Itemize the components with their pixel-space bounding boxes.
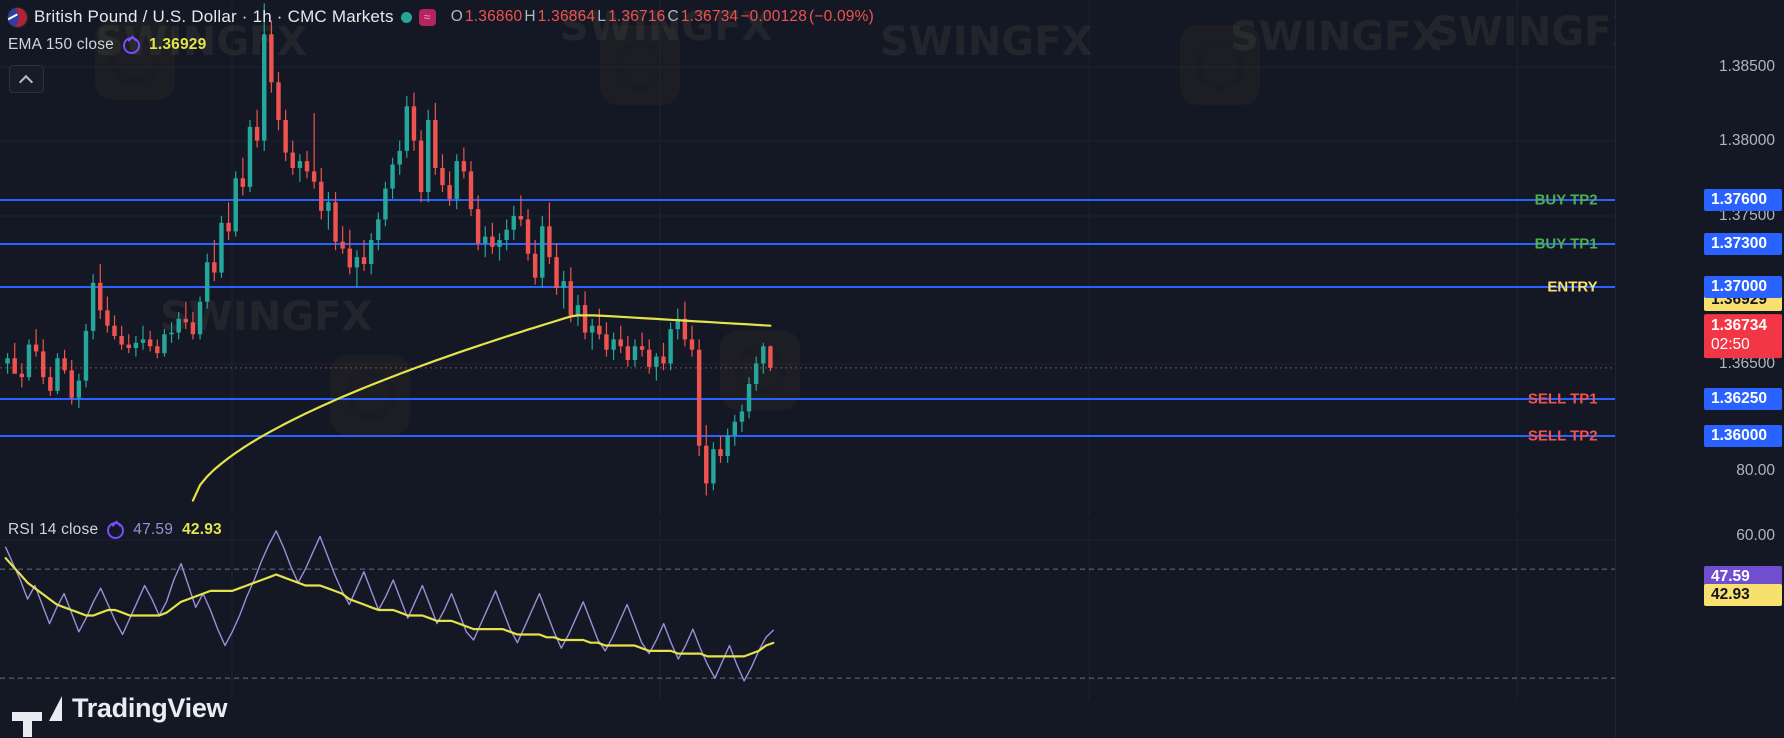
low-value: 1.36716 (608, 8, 666, 25)
ohlc-values: O 1.36860 H 1.36864 L 1.36716 C 1.36734 −0.00128… (451, 8, 876, 26)
price-level-tag[interactable]: 1.36250 (1704, 388, 1782, 410)
high-key: H (524, 8, 536, 25)
price-axis-tick: 1.38000 (1718, 132, 1775, 149)
change-absolute: −0.00128 (740, 8, 808, 25)
rsi-indicator-value: 47.59 (133, 521, 174, 538)
price-scale[interactable]: 1.38500 1.38000 1.37500 1.36500 80.00 60.00 1.… (1615, 0, 1784, 738)
rsi-axis-tag[interactable]: 42.93 (1704, 584, 1782, 606)
price-level-tag[interactable]: 1.37600 (1704, 189, 1782, 211)
gbp-usd-flag-icon (8, 7, 27, 27)
tradingview-mark-icon (12, 696, 62, 737)
svg-text:SWINGFX: SWINGFX (1430, 9, 1616, 55)
close-key: C (667, 8, 679, 25)
price-level-label: SELL TP1– (1527, 390, 1609, 408)
price-axis-tick: 80.00 (1736, 462, 1775, 479)
close-value: 1.36734 (680, 8, 739, 25)
chevron-up-icon[interactable] (9, 65, 44, 93)
price-level-tag[interactable]: 1.36000 (1704, 425, 1782, 447)
refresh-circle-icon[interactable] (123, 36, 140, 54)
open-key: O (450, 8, 463, 25)
high-value: 1.36864 (537, 8, 596, 25)
price-level-tag[interactable]: 1.37000 (1704, 276, 1782, 298)
market-open-dot-icon (400, 11, 412, 23)
tradingview-logo-icon[interactable]: TradingView (12, 693, 228, 737)
ema-indicator-legend[interactable]: EMA 150 close 1.36929 (8, 36, 206, 54)
price-axis-tag[interactable]: 1.36734 02:50 (1704, 314, 1782, 358)
price-axis-tick: 60.00 (1736, 527, 1775, 544)
price-level-tag[interactable]: 1.37300 (1704, 233, 1782, 255)
rsi-indicator-pane[interactable] (0, 520, 1616, 700)
ema-indicator-name[interactable]: EMA 150 close (8, 36, 114, 53)
rsi-axis-tag[interactable]: 47.59 (1704, 566, 1782, 588)
price-level-label: BUY TP1– (1534, 235, 1609, 253)
ema-indicator-value: 1.36929 (149, 36, 207, 53)
countdown-timer: 02:50 (1711, 336, 1750, 353)
svg-text:SWINGFX: SWINGFX (1230, 14, 1442, 60)
price-chart-canvas: SWINGFXSWINGFXSWINGFXSWINGFXSWINGFXSWING… (0, 0, 1616, 516)
price-axis-tick: 1.36500 (1718, 355, 1775, 372)
realtime-wave-icon: ≈ (418, 8, 436, 26)
symbol-title[interactable]: British Pound / U.S. Dollar · 1h · CMC M… (34, 7, 394, 26)
rsi-chart-canvas (0, 520, 1616, 700)
price-level-label: BUY TP2– (1534, 191, 1609, 209)
change-percent: (−0.09%) (809, 8, 874, 25)
price-level-label: ENTRY – (1547, 278, 1609, 296)
refresh-circle-icon[interactable] (107, 521, 125, 539)
price-chart-pane[interactable]: SWINGFXSWINGFXSWINGFXSWINGFXSWINGFXSWING… (0, 0, 1616, 516)
svg-text:SWINGFX: SWINGFX (160, 294, 372, 340)
rsi-indicator-legend[interactable]: RSI 14 close 47.59 42.93 (8, 521, 222, 539)
rsi-ma-value: 42.93 (182, 521, 222, 538)
rsi-indicator-name[interactable]: RSI 14 close (8, 521, 99, 538)
price-axis-tick: 1.37500 (1718, 207, 1775, 224)
symbol-legend[interactable]: British Pound / U.S. Dollar · 1h · CMC M… (8, 7, 876, 27)
low-key: L (597, 8, 607, 25)
tradingview-wordmark: TradingView (72, 693, 228, 723)
svg-text:SWINGFX: SWINGFX (560, 4, 772, 50)
price-level-label: SELL TP2– (1527, 427, 1609, 445)
price-axis-tick: 1.38500 (1718, 58, 1775, 75)
svg-text:SWINGFX: SWINGFX (880, 19, 1092, 65)
open-value: 1.36860 (464, 8, 523, 25)
